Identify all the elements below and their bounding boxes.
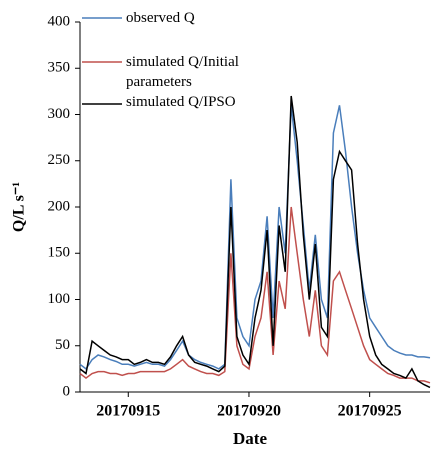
y-tick-label: 350: [48, 60, 71, 76]
y-tick-label: 100: [48, 291, 71, 307]
legend-label: observed Q: [126, 10, 195, 26]
x-axis-label: Date: [233, 429, 267, 448]
legend-label: simulated Q/Initial parameters: [126, 54, 239, 90]
series-line: [79, 95, 431, 389]
y-tick-label: 400: [48, 13, 71, 29]
x-tick-label: 20170925: [338, 403, 402, 420]
series-line: [79, 105, 431, 370]
y-axis-label: Q/L s⁻¹: [11, 182, 28, 232]
series-line: [79, 206, 431, 384]
x-tick-label: 20170915: [96, 403, 160, 420]
legend-label: simulated Q/IPSO: [126, 94, 236, 110]
y-tick-label: 150: [48, 245, 71, 261]
y-tick-label: 200: [48, 198, 71, 214]
y-tick-label: 250: [48, 152, 71, 168]
y-tick-label: 300: [48, 106, 71, 122]
x-tick-label: 20170920: [217, 403, 281, 420]
y-tick-label: 50: [55, 337, 70, 353]
y-tick-label: 0: [63, 383, 71, 399]
